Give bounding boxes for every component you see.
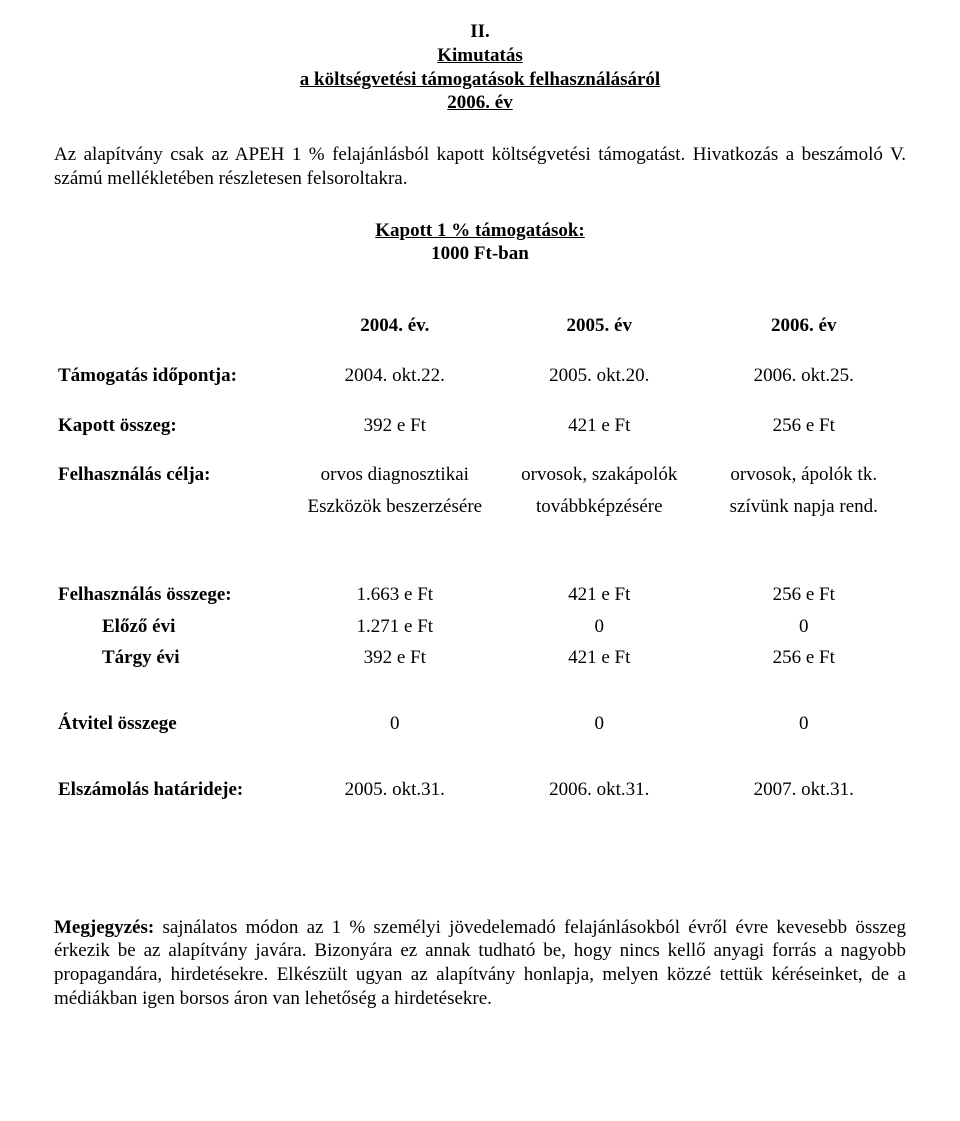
row-purpose-label-text: Felhasználás célja:: [58, 464, 211, 485]
heading-number: II.: [54, 20, 906, 44]
row-purpose-2006a: orvosok, ápolók tk.: [701, 459, 906, 491]
row-prev-year-label: Előző évi: [54, 611, 293, 643]
header-empty: [54, 310, 293, 342]
row-timing: Támogatás időpontja: 2004. okt.22. 2005.…: [54, 360, 906, 392]
row-carryover-2006: 0: [701, 708, 906, 740]
row-received-2006: 256 e Ft: [701, 410, 906, 442]
header-2005: 2005. év: [497, 310, 701, 342]
row-carryover-2005: 0: [497, 708, 701, 740]
note-body: sajnálatos módon az 1 % személyi jövedel…: [54, 917, 906, 1009]
header-2006: 2006. év: [701, 310, 906, 342]
row-timing-2004: 2004. okt.22.: [293, 360, 497, 392]
row-carryover: Átvitel összege 0 0 0: [54, 708, 906, 740]
row-this-year-label-text: Tárgy évi: [58, 646, 180, 670]
section-heading: II. Kimutatás a költségvetési támogatáso…: [54, 20, 906, 115]
row-prev-year-2006: 0: [701, 611, 906, 643]
heading-line-3: 2006. év: [54, 91, 906, 115]
row-purpose-2005b: továbbképzésére: [497, 491, 701, 523]
row-purpose-2005a: orvosok, szakápolók: [497, 459, 701, 491]
row-this-year-label: Tárgy évi: [54, 642, 293, 674]
row-received: Kapott összeg: 392 e Ft 421 e Ft 256 e F…: [54, 410, 906, 442]
row-timing-2005: 2005. okt.20.: [497, 360, 701, 392]
row-received-2004: 392 e Ft: [293, 410, 497, 442]
support-heading-line-2: 1000 Ft-ban: [54, 242, 906, 266]
document-page: II. Kimutatás a költségvetési támogatáso…: [0, 0, 960, 1121]
row-deadline-2005: 2006. okt.31.: [497, 774, 701, 806]
heading-line-1: Kimutatás: [54, 44, 906, 68]
note-lead: Megjegyzés:: [54, 917, 154, 938]
row-prev-year-label-text: Előző évi: [58, 615, 175, 639]
row-usage-total-2005: 421 e Ft: [497, 579, 701, 611]
row-carryover-2004: 0: [293, 708, 497, 740]
row-deadline-label: Elszámolás határideje:: [54, 774, 293, 806]
row-usage-total: Felhasználás összege: 1.663 e Ft 421 e F…: [54, 579, 906, 611]
row-purpose-2004a: orvos diagnosztikai: [293, 459, 497, 491]
row-carryover-label: Átvitel összege: [54, 708, 293, 740]
row-purpose-2: Eszközök beszerzésére továbbképzésére sz…: [54, 491, 906, 523]
data-table: 2004. év. 2005. év 2006. év Támogatás id…: [54, 310, 906, 806]
row-purpose-empty: [54, 491, 293, 523]
row-this-year-2004: 392 e Ft: [293, 642, 497, 674]
heading-line-2: a költségvetési támogatások felhasználás…: [54, 68, 906, 92]
row-prev-year-2005: 0: [497, 611, 701, 643]
row-usage-total-2006: 256 e Ft: [701, 579, 906, 611]
support-heading-line-1: Kapott 1 % támogatások:: [54, 219, 906, 243]
row-this-year-2006: 256 e Ft: [701, 642, 906, 674]
row-timing-label: Támogatás időpontja:: [54, 360, 293, 392]
row-prev-year: Előző évi 1.271 e Ft 0 0: [54, 611, 906, 643]
row-deadline: Elszámolás határideje: 2005. okt.31. 200…: [54, 774, 906, 806]
row-usage-total-label: Felhasználás összege:: [54, 579, 293, 611]
intro-paragraph: Az alapítvány csak az APEH 1 % felajánlá…: [54, 143, 906, 191]
row-timing-2006: 2006. okt.25.: [701, 360, 906, 392]
row-this-year: Tárgy évi 392 e Ft 421 e Ft 256 e Ft: [54, 642, 906, 674]
row-received-2005: 421 e Ft: [497, 410, 701, 442]
support-heading: Kapott 1 % támogatások: 1000 Ft-ban: [54, 219, 906, 267]
row-deadline-2006: 2007. okt.31.: [701, 774, 906, 806]
header-row: 2004. év. 2005. év 2006. év: [54, 310, 906, 342]
row-purpose-2004b: Eszközök beszerzésére: [293, 491, 497, 523]
header-2004: 2004. év.: [293, 310, 497, 342]
row-deadline-2004: 2005. okt.31.: [293, 774, 497, 806]
row-prev-year-2004: 1.271 e Ft: [293, 611, 497, 643]
note-paragraph: Megjegyzés: sajnálatos módon az 1 % szem…: [54, 916, 906, 1011]
row-received-label: Kapott összeg:: [54, 410, 293, 442]
row-purpose-2006b: szívünk napja rend.: [701, 491, 906, 523]
row-usage-total-2004: 1.663 e Ft: [293, 579, 497, 611]
row-purpose-1: Felhasználás célja: orvos diagnosztikai …: [54, 459, 906, 491]
row-purpose-label: Felhasználás célja:: [54, 459, 293, 491]
row-this-year-2005: 421 e Ft: [497, 642, 701, 674]
